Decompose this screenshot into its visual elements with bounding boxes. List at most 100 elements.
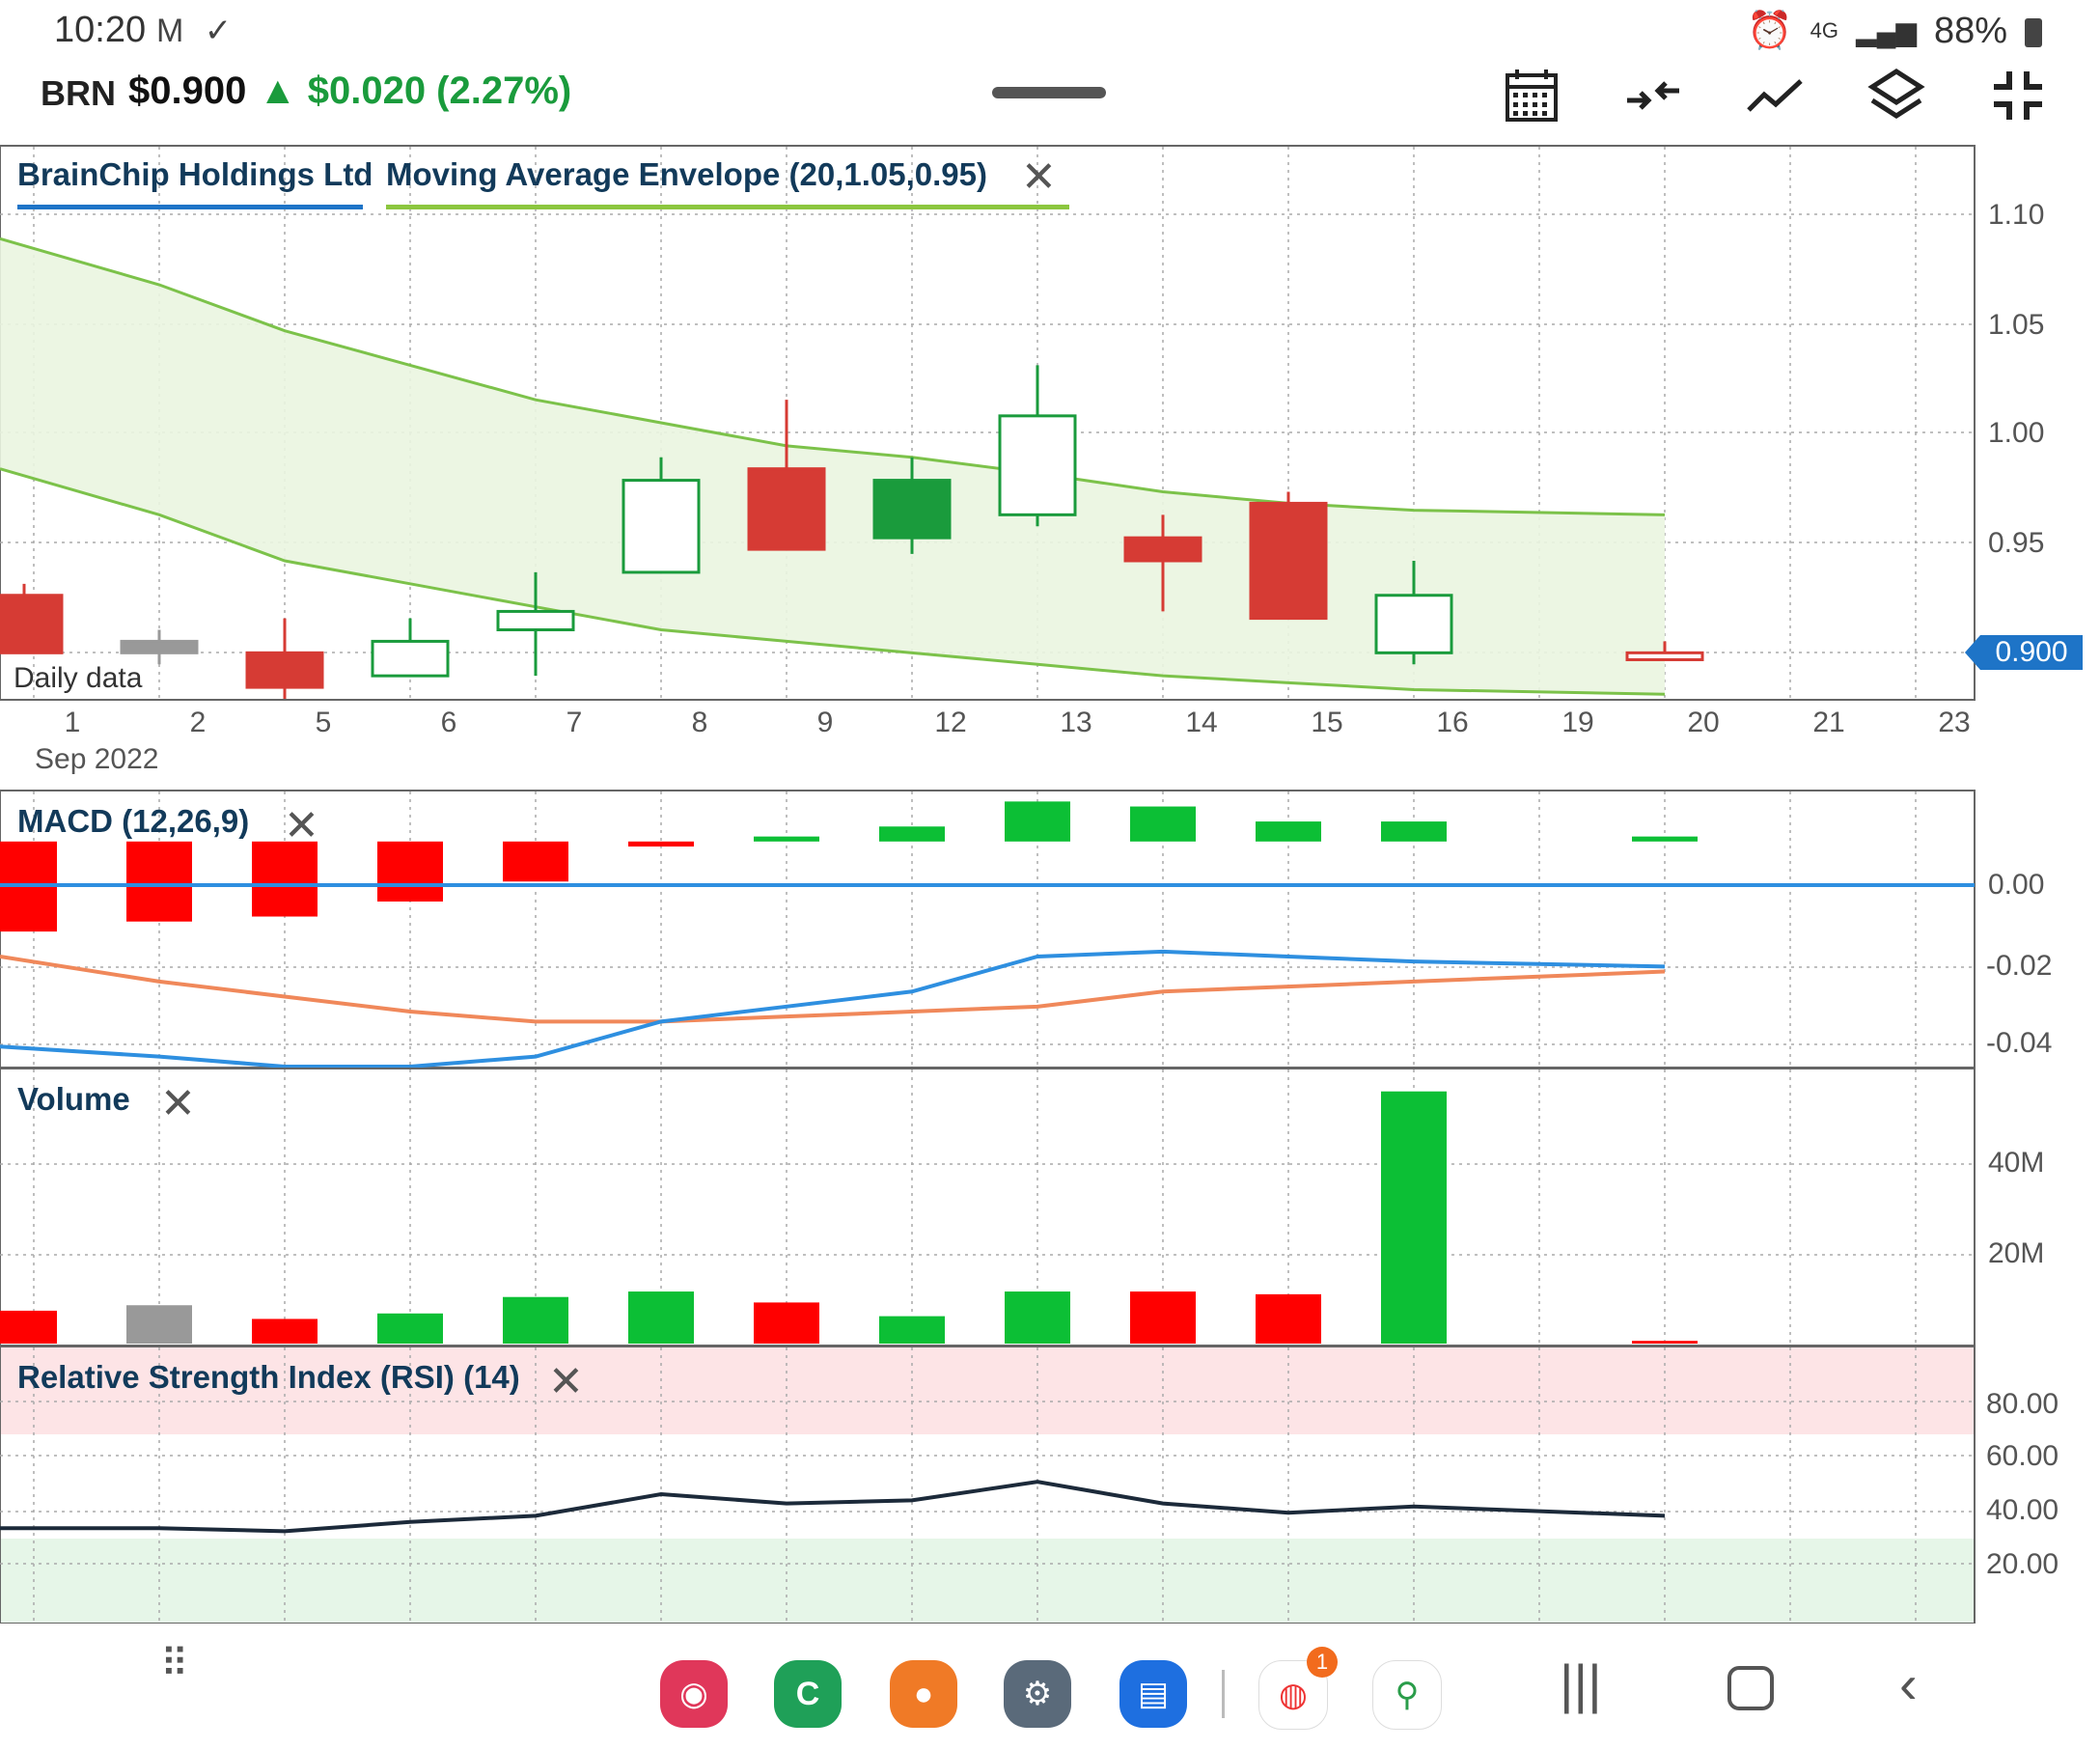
x-tick-label: 6 (440, 707, 457, 738)
rsi-grid (0, 1347, 1975, 1623)
macd-histogram (0, 801, 1698, 932)
camera-app-icon[interactable]: ◉ (660, 1660, 728, 1728)
candle-body (0, 594, 64, 654)
maps-app-icon[interactable]: ⚲ (1372, 1660, 1442, 1730)
settings-app-icon[interactable]: ⚙ (1004, 1660, 1071, 1728)
candle-body (496, 609, 575, 632)
volume-grid (0, 1069, 1975, 1345)
apps-grid-icon[interactable]: ⠿ (160, 1643, 191, 1685)
close-volume-icon[interactable]: ✕ (160, 1080, 196, 1127)
rsi-oversold-zone (1, 1539, 1974, 1623)
macd-histogram-bar (252, 841, 318, 917)
candle-body (747, 467, 826, 551)
status-right: ⏰ 4G ▂▄▆ 88% (1747, 10, 2042, 52)
envelope-indicator-label[interactable]: Moving Average Envelope (20,1.05,0.95) (386, 156, 987, 192)
fullscreen-exit-icon[interactable] (1984, 62, 2052, 129)
notification-icons: M ✓ (156, 13, 238, 49)
drag-handle[interactable] (992, 87, 1106, 98)
rsi-line (0, 1480, 1666, 1534)
chart-area[interactable] (0, 0, 2100, 1624)
volume-bar (377, 1313, 443, 1344)
ticker-header: BRN $0.900 ▲ $0.020 (2.27%) (0, 60, 2100, 147)
y-tick: 1.00 (1988, 417, 2045, 449)
contacts-app-icon[interactable]: ● (890, 1660, 957, 1728)
chart-type-icon[interactable] (1741, 62, 1809, 129)
macd-histogram-bar (377, 841, 443, 902)
volume-bar (252, 1319, 318, 1344)
battery-icon (2025, 18, 2042, 47)
x-tick-label: 5 (315, 707, 332, 738)
macd-y-tick: 0.00 (1988, 869, 2045, 901)
volume-bar (0, 1310, 57, 1344)
volume-bar (126, 1305, 192, 1344)
network-label: 4G (1810, 18, 1839, 42)
close-envelope-icon[interactable]: ✕ (1021, 153, 1057, 201)
ticker-symbol: BRN (41, 73, 116, 113)
macd-histogram-bar (126, 841, 192, 922)
x-tick-label: 19 (1561, 707, 1594, 738)
phone-app-icon[interactable]: C (774, 1660, 842, 1728)
rsi-overbought-zone (1, 1347, 1974, 1434)
macd-histogram-bar (879, 826, 945, 842)
candles (0, 365, 1704, 699)
candle-body (120, 639, 199, 654)
android-nav-bar: ⠿ ◉ C ● ⚙ ▤ ◍ 1 ⚲ ||| ‹ (0, 1624, 2100, 1749)
rsi-y-tick: 40.00 (1986, 1494, 2059, 1526)
alarm-icon: ⏰ (1747, 11, 1793, 51)
x-tick-label: 1 (64, 707, 81, 738)
volume-label[interactable]: Volume (17, 1081, 130, 1117)
x-tick-label: 9 (816, 707, 834, 738)
rsi-y-tick: 80.00 (1986, 1388, 2059, 1420)
close-rsi-icon[interactable]: ✕ (548, 1358, 584, 1405)
macd-label[interactable]: MACD (12,26,9) (17, 803, 250, 839)
y-tick: 0.95 (1988, 527, 2045, 559)
volume-bar (1005, 1291, 1070, 1344)
candle-body (1625, 651, 1704, 661)
macd-line (0, 949, 1666, 1069)
x-tick-label: 16 (1436, 707, 1469, 738)
layers-icon[interactable] (1863, 62, 1930, 129)
status-time: 10:20 (54, 10, 147, 50)
y-tick: 1.10 (1988, 199, 2045, 231)
security-underline (17, 205, 363, 209)
candle-body (1249, 501, 1328, 621)
x-tick-label: 8 (691, 707, 708, 738)
ticker-change-value: $0.020 (2.27%) (307, 69, 572, 112)
volume-bars (0, 1091, 1698, 1344)
rsi-y-tick: 60.00 (1986, 1440, 2059, 1472)
candle-body (998, 414, 1077, 516)
home-button-icon[interactable] (1727, 1666, 1774, 1710)
macd-histogram-bar (1381, 821, 1447, 842)
close-macd-icon[interactable]: ✕ (284, 802, 319, 849)
volume-panel (0, 1068, 1976, 1346)
x-tick-label: 13 (1060, 707, 1092, 738)
macd-histogram-bar (1130, 806, 1196, 842)
compare-icon[interactable] (1619, 62, 1687, 129)
envelope-lower-line (0, 467, 1666, 696)
x-tick-label: 12 (934, 707, 967, 738)
volume-bar (1381, 1091, 1447, 1344)
candle-body (371, 639, 450, 678)
calendar-icon[interactable] (1498, 62, 1565, 129)
envelope-fill (0, 238, 1665, 695)
ticker-change: ▲ $0.020 (2.27%) (259, 69, 571, 113)
back-icon[interactable]: ‹ (1899, 1653, 1918, 1714)
status-bar: 10:20 M ✓ ⏰ 4G ▂▄▆ 88% (0, 0, 2100, 60)
macd-histogram-bar (503, 841, 568, 882)
current-price-tag: 0.900 (1965, 635, 2083, 670)
rsi-label[interactable]: Relative Strength Index (RSI) (14) (17, 1359, 520, 1395)
volume-y-tick: 40M (1988, 1147, 2045, 1179)
x-tick-label: 20 (1687, 707, 1720, 738)
macd-y-tick: -0.04 (1986, 1027, 2053, 1059)
x-tick-label: 7 (566, 707, 583, 738)
macd-y-tick: -0.02 (1986, 950, 2053, 982)
signal-icon: ▂▄▆ (1856, 15, 1917, 46)
volume-bar (754, 1302, 819, 1344)
up-arrow-icon: ▲ (259, 69, 297, 112)
security-label[interactable]: BrainChip Holdings Ltd (17, 156, 373, 192)
messages-app-icon[interactable]: ▤ (1119, 1660, 1187, 1728)
y-tick: 1.05 (1988, 309, 2045, 341)
macd-histogram-bar (628, 841, 694, 847)
macd-histogram-bar (1632, 836, 1698, 842)
recent-apps-icon[interactable]: ||| (1560, 1653, 1602, 1714)
